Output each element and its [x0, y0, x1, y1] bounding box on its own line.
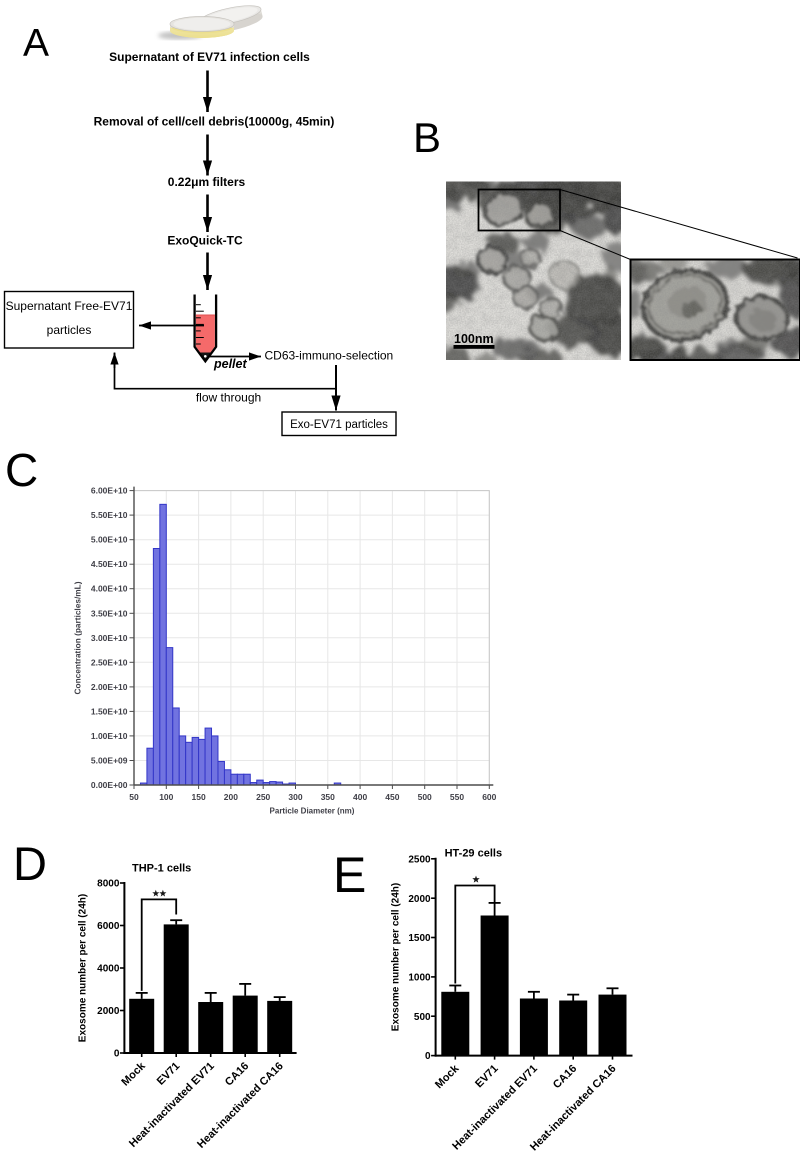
svg-text:THP-1 cells: THP-1 cells — [132, 863, 191, 875]
svg-text:600: 600 — [482, 792, 496, 802]
svg-text:Mock: Mock — [119, 1060, 148, 1089]
svg-text:150: 150 — [192, 792, 206, 802]
svg-text:350: 350 — [321, 792, 335, 802]
svg-text:6000: 6000 — [97, 921, 120, 932]
svg-text:450: 450 — [385, 792, 399, 802]
svg-text:5.50E+10: 5.50E+10 — [91, 510, 128, 520]
svg-text:4000: 4000 — [97, 964, 120, 975]
svg-text:EV71: EV71 — [473, 1063, 501, 1091]
svg-text:2.50E+10: 2.50E+10 — [91, 657, 128, 667]
svg-text:particles: particles — [47, 323, 92, 337]
svg-text:3.50E+10: 3.50E+10 — [91, 608, 128, 618]
svg-text:4.50E+10: 4.50E+10 — [91, 559, 128, 569]
svg-text:flow through: flow through — [196, 391, 261, 405]
svg-text:1.50E+10: 1.50E+10 — [91, 706, 128, 716]
svg-text:50: 50 — [129, 792, 139, 802]
svg-text:1.00E+10: 1.00E+10 — [91, 731, 128, 741]
svg-text:4.00E+10: 4.00E+10 — [91, 584, 128, 594]
svg-text:Exo-EV71 particles: Exo-EV71 particles — [290, 419, 388, 431]
svg-text:1000: 1000 — [408, 973, 431, 984]
svg-text:0.00E+00: 0.00E+00 — [91, 780, 128, 790]
svg-text:500: 500 — [414, 1012, 431, 1023]
svg-text:Supernatant Free-EV71: Supernatant Free-EV71 — [6, 299, 133, 313]
svg-text:EV71: EV71 — [155, 1060, 183, 1088]
svg-text:8000: 8000 — [97, 879, 120, 890]
svg-text:0: 0 — [114, 1049, 120, 1060]
svg-text:400: 400 — [353, 792, 367, 802]
svg-text:300: 300 — [288, 792, 302, 802]
svg-text:100nm: 100nm — [454, 332, 494, 346]
svg-text:200: 200 — [224, 792, 238, 802]
svg-text:CD63-immuno-selection: CD63-immuno-selection — [265, 349, 394, 363]
svg-text:5.00E+10: 5.00E+10 — [91, 535, 128, 545]
svg-text:Supernatant of EV71 infection: Supernatant of EV71 infection cells — [109, 50, 310, 64]
svg-text:Removal of cell/cell debris(10: Removal of cell/cell debris(10000g, 45mi… — [94, 115, 335, 129]
svg-text:3.00E+10: 3.00E+10 — [91, 633, 128, 643]
svg-text:250: 250 — [256, 792, 270, 802]
svg-text:6.00E+10: 6.00E+10 — [91, 486, 128, 496]
svg-text:Exosome number per cell (24h): Exosome number per cell (24h) — [390, 883, 401, 1031]
svg-text:Concentration (particles/mL): Concentration (particles/mL) — [73, 581, 83, 694]
svg-text:CA16: CA16 — [223, 1060, 251, 1088]
svg-text:Mock: Mock — [433, 1062, 462, 1091]
svg-text:0: 0 — [425, 1051, 431, 1062]
svg-text:ExoQuick-TC: ExoQuick-TC — [167, 234, 243, 248]
svg-text:2.00E+10: 2.00E+10 — [91, 682, 128, 692]
svg-text:550: 550 — [450, 792, 464, 802]
svg-text:Exosome number per cell (24h): Exosome number per cell (24h) — [77, 894, 88, 1042]
svg-text:CA16: CA16 — [551, 1063, 579, 1091]
svg-text:2500: 2500 — [408, 854, 431, 865]
svg-text:2000: 2000 — [97, 1006, 120, 1017]
svg-text:5.00E+09: 5.00E+09 — [91, 756, 128, 766]
svg-text:2000: 2000 — [408, 894, 431, 905]
svg-text:Particle Diameter (nm): Particle Diameter (nm) — [270, 807, 355, 816]
svg-text:0.22μm filters: 0.22μm filters — [168, 175, 246, 189]
svg-text:500: 500 — [418, 792, 432, 802]
svg-text:100: 100 — [159, 792, 173, 802]
svg-text:1500: 1500 — [408, 933, 431, 944]
svg-text:HT-29 cells: HT-29 cells — [445, 848, 502, 860]
svg-text:pellet: pellet — [213, 357, 247, 371]
